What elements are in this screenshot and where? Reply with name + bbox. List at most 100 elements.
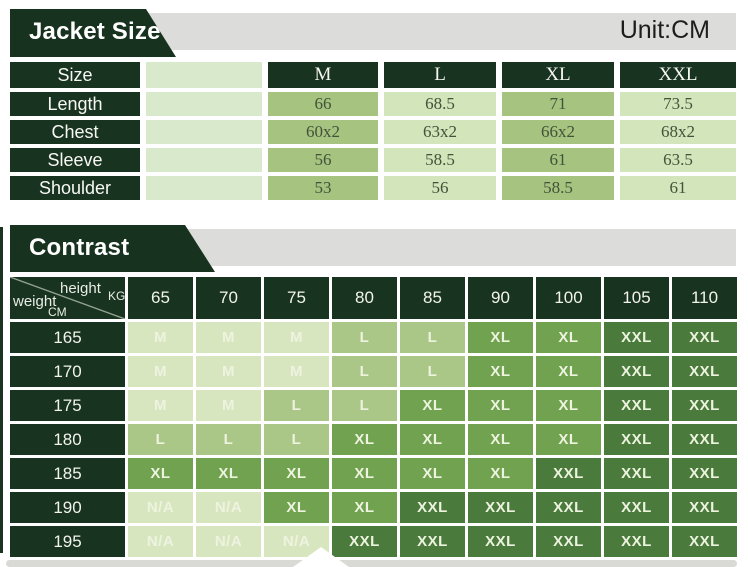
size-value-cell: 61 <box>620 176 736 200</box>
size-col-header: M <box>268 62 378 88</box>
size-value-cell: 58.5 <box>502 176 614 200</box>
size-recommendation-cell: N/A <box>196 492 261 523</box>
weight-col-header: 85 <box>400 277 465 319</box>
contrast-title: Contrast <box>29 233 130 261</box>
size-recommendation-cell: XXL <box>468 526 533 557</box>
height-row-label: 170 <box>10 356 125 387</box>
size-recommendation-cell: XXL <box>672 356 737 387</box>
size-recommendation-cell: L <box>400 356 465 387</box>
size-value-cell: 63.5 <box>620 148 736 172</box>
size-recommendation-cell: L <box>400 322 465 353</box>
size-recommendation-cell: XL <box>400 390 465 421</box>
height-row-label: 195 <box>10 526 125 557</box>
size-recommendation-cell: XL <box>468 322 533 353</box>
height-row-label: 175 <box>10 390 125 421</box>
weight-col-header: 70 <box>196 277 261 319</box>
size-recommendation-cell: XL <box>468 356 533 387</box>
size-recommendation-cell: M <box>128 390 193 421</box>
size-recommendation-cell: XXL <box>468 492 533 523</box>
size-recommendation-cell: XL <box>264 458 329 489</box>
size-recommendation-cell: L <box>332 390 397 421</box>
size-recommendation-cell: XL <box>400 424 465 455</box>
size-recommendation-cell: XXL <box>672 390 737 421</box>
blank-cell <box>146 176 262 200</box>
size-row-label: Sleeve <box>10 148 140 172</box>
size-recommendation-cell: XXL <box>672 322 737 353</box>
size-recommendation-cell: XL <box>536 424 601 455</box>
weight-col-header: 75 <box>264 277 329 319</box>
size-value-cell: 56 <box>384 176 496 200</box>
size-value-cell: 66 <box>268 92 378 116</box>
size-recommendation-cell: XXL <box>400 526 465 557</box>
blank-cell <box>146 148 262 172</box>
size-recommendation-cell: XXL <box>672 424 737 455</box>
size-value-cell: 68x2 <box>620 120 736 144</box>
blank-cell <box>146 120 262 144</box>
size-recommendation-cell: XL <box>536 322 601 353</box>
size-recommendation-cell: XL <box>128 458 193 489</box>
weight-col-header: 90 <box>468 277 533 319</box>
height-row-label: 185 <box>10 458 125 489</box>
size-recommendation-cell: XXL <box>672 458 737 489</box>
size-recommendation-cell: XL <box>196 458 261 489</box>
jacket-size-title: Jacket Size <box>29 18 161 45</box>
size-value-cell: 71 <box>502 92 614 116</box>
size-recommendation-cell: XXL <box>604 322 669 353</box>
size-recommendation-cell: XL <box>264 492 329 523</box>
weight-col-header: 100 <box>536 277 601 319</box>
size-header-label: Size <box>10 62 140 88</box>
corner-kg-unit: KG <box>108 289 126 303</box>
top-gray-strip <box>142 13 736 50</box>
size-recommendation-cell: XXL <box>604 390 669 421</box>
weight-col-header: 110 <box>672 277 737 319</box>
size-recommendation-cell: XL <box>332 458 397 489</box>
corner-weight-label: weight <box>13 293 57 310</box>
size-recommendation-cell: M <box>264 322 329 353</box>
size-recommendation-cell: XXL <box>604 424 669 455</box>
size-recommendation-cell: XXL <box>536 458 601 489</box>
diagonal-line-icon <box>10 277 125 319</box>
size-value-cell: 53 <box>268 176 378 200</box>
size-recommendation-cell: XXL <box>672 492 737 523</box>
size-recommendation-cell: M <box>128 322 193 353</box>
size-value-cell: 66x2 <box>502 120 614 144</box>
blank-cell <box>146 92 262 116</box>
size-value-cell: 73.5 <box>620 92 736 116</box>
size-recommendation-cell: XXL <box>400 492 465 523</box>
left-edge-sliver <box>0 227 3 553</box>
corner-cell: height KG weight CM <box>10 277 125 319</box>
size-recommendation-cell: M <box>196 322 261 353</box>
size-value-cell: 60x2 <box>268 120 378 144</box>
size-recommendation-cell: XL <box>468 424 533 455</box>
size-row-label: Shoulder <box>10 176 140 200</box>
size-recommendation-cell: XXL <box>332 526 397 557</box>
weight-col-header: 80 <box>332 277 397 319</box>
size-recommendation-cell: XL <box>332 424 397 455</box>
size-recommendation-cell: XXL <box>604 458 669 489</box>
size-recommendation-cell: L <box>332 356 397 387</box>
size-recommendation-cell: XXL <box>536 492 601 523</box>
size-recommendation-cell: XL <box>400 458 465 489</box>
size-recommendation-cell: XL <box>536 356 601 387</box>
height-row-label: 180 <box>10 424 125 455</box>
size-row-label: Length <box>10 92 140 116</box>
height-row-label: 165 <box>10 322 125 353</box>
size-recommendation-cell: L <box>196 424 261 455</box>
size-recommendation-cell: N/A <box>128 492 193 523</box>
unit-label: Unit:CM <box>619 16 710 44</box>
size-col-header: L <box>384 62 496 88</box>
size-value-cell: 68.5 <box>384 92 496 116</box>
bottom-gray-bar <box>6 560 737 567</box>
weight-col-header: 65 <box>128 277 193 319</box>
size-recommendation-cell: N/A <box>196 526 261 557</box>
size-recommendation-cell: L <box>332 322 397 353</box>
contrast-banner: Contrast <box>10 225 215 272</box>
contrast-gray-strip <box>182 229 736 266</box>
size-recommendation-cell: L <box>128 424 193 455</box>
size-recommendation-cell: XL <box>468 390 533 421</box>
size-recommendation-cell: XL <box>332 492 397 523</box>
height-row-label: 190 <box>10 492 125 523</box>
contrast-table: height KG weight CM 65 70 75 80 85 90 100 105 11… <box>10 277 737 557</box>
size-recommendation-cell: XL <box>536 390 601 421</box>
blank-cell <box>146 62 262 88</box>
